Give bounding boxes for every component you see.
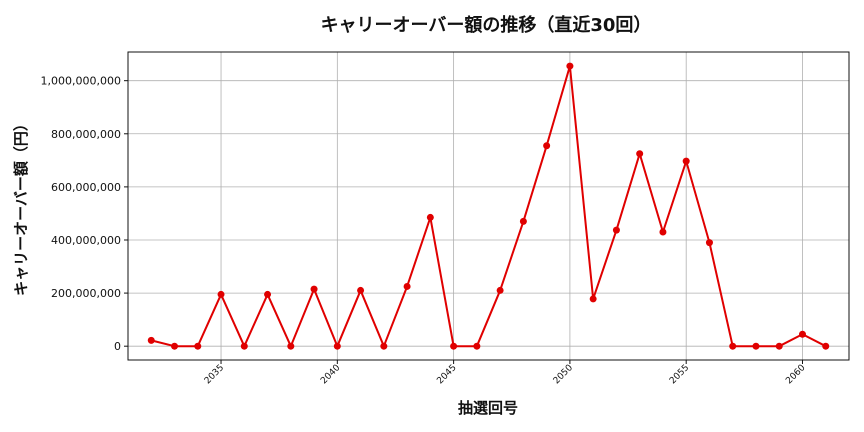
y-tick-label: 600,000,000 <box>51 181 121 194</box>
x-axis-label: 抽選回号 <box>458 399 518 417</box>
data-point <box>636 150 644 158</box>
y-tick-label: 800,000,000 <box>51 128 121 141</box>
data-point <box>217 290 225 298</box>
data-point <box>566 62 574 70</box>
data-point <box>589 295 597 303</box>
grid <box>128 52 849 360</box>
x-axis-ticks: 2035 2040 2045 2050 2055 2060 <box>203 360 808 386</box>
data-point <box>450 342 458 350</box>
series-line <box>151 65 827 348</box>
data-point <box>543 142 551 150</box>
data-point <box>380 342 388 350</box>
data-point <box>682 157 690 165</box>
y-axis-label: キャリーオーバー額（円） <box>12 116 30 296</box>
data-point <box>147 336 155 344</box>
data-point <box>822 342 830 350</box>
data-point <box>333 342 341 350</box>
data-point <box>752 342 760 350</box>
y-tick-label: 1,000,000,000 <box>41 75 121 88</box>
x-tick-label: 2060 <box>784 363 807 386</box>
data-point <box>264 290 272 298</box>
data-point <box>496 286 504 294</box>
data-point <box>519 217 527 225</box>
series-group <box>147 62 830 350</box>
x-tick-label: 2055 <box>668 363 691 386</box>
data-point <box>659 228 667 236</box>
data-point <box>798 330 806 338</box>
data-point <box>403 282 411 290</box>
x-tick-label: 2045 <box>435 363 458 386</box>
y-tick-label: 200,000,000 <box>51 287 121 300</box>
data-point <box>357 286 365 294</box>
data-point <box>240 342 248 350</box>
x-tick-label: 2035 <box>203 363 226 386</box>
y-axis-ticks: 0 200,000,000 400,000,000 600,000,000 800,00… <box>41 75 128 353</box>
data-point <box>729 342 737 350</box>
y-tick-label: 0 <box>114 340 121 353</box>
data-point <box>612 226 620 234</box>
data-point <box>775 342 783 350</box>
plot-frame <box>127 51 850 361</box>
y-tick-label: 400,000,000 <box>51 234 121 247</box>
data-point <box>171 342 179 350</box>
data-point <box>287 342 295 350</box>
data-point <box>705 239 713 247</box>
data-point <box>194 342 202 350</box>
x-tick-label: 2040 <box>319 363 342 386</box>
data-point <box>426 213 434 221</box>
chart-title: キャリーオーバー額の推移（直近30回） <box>321 14 652 36</box>
data-point <box>473 342 481 350</box>
data-point <box>310 285 318 293</box>
x-tick-label: 2050 <box>552 363 575 386</box>
